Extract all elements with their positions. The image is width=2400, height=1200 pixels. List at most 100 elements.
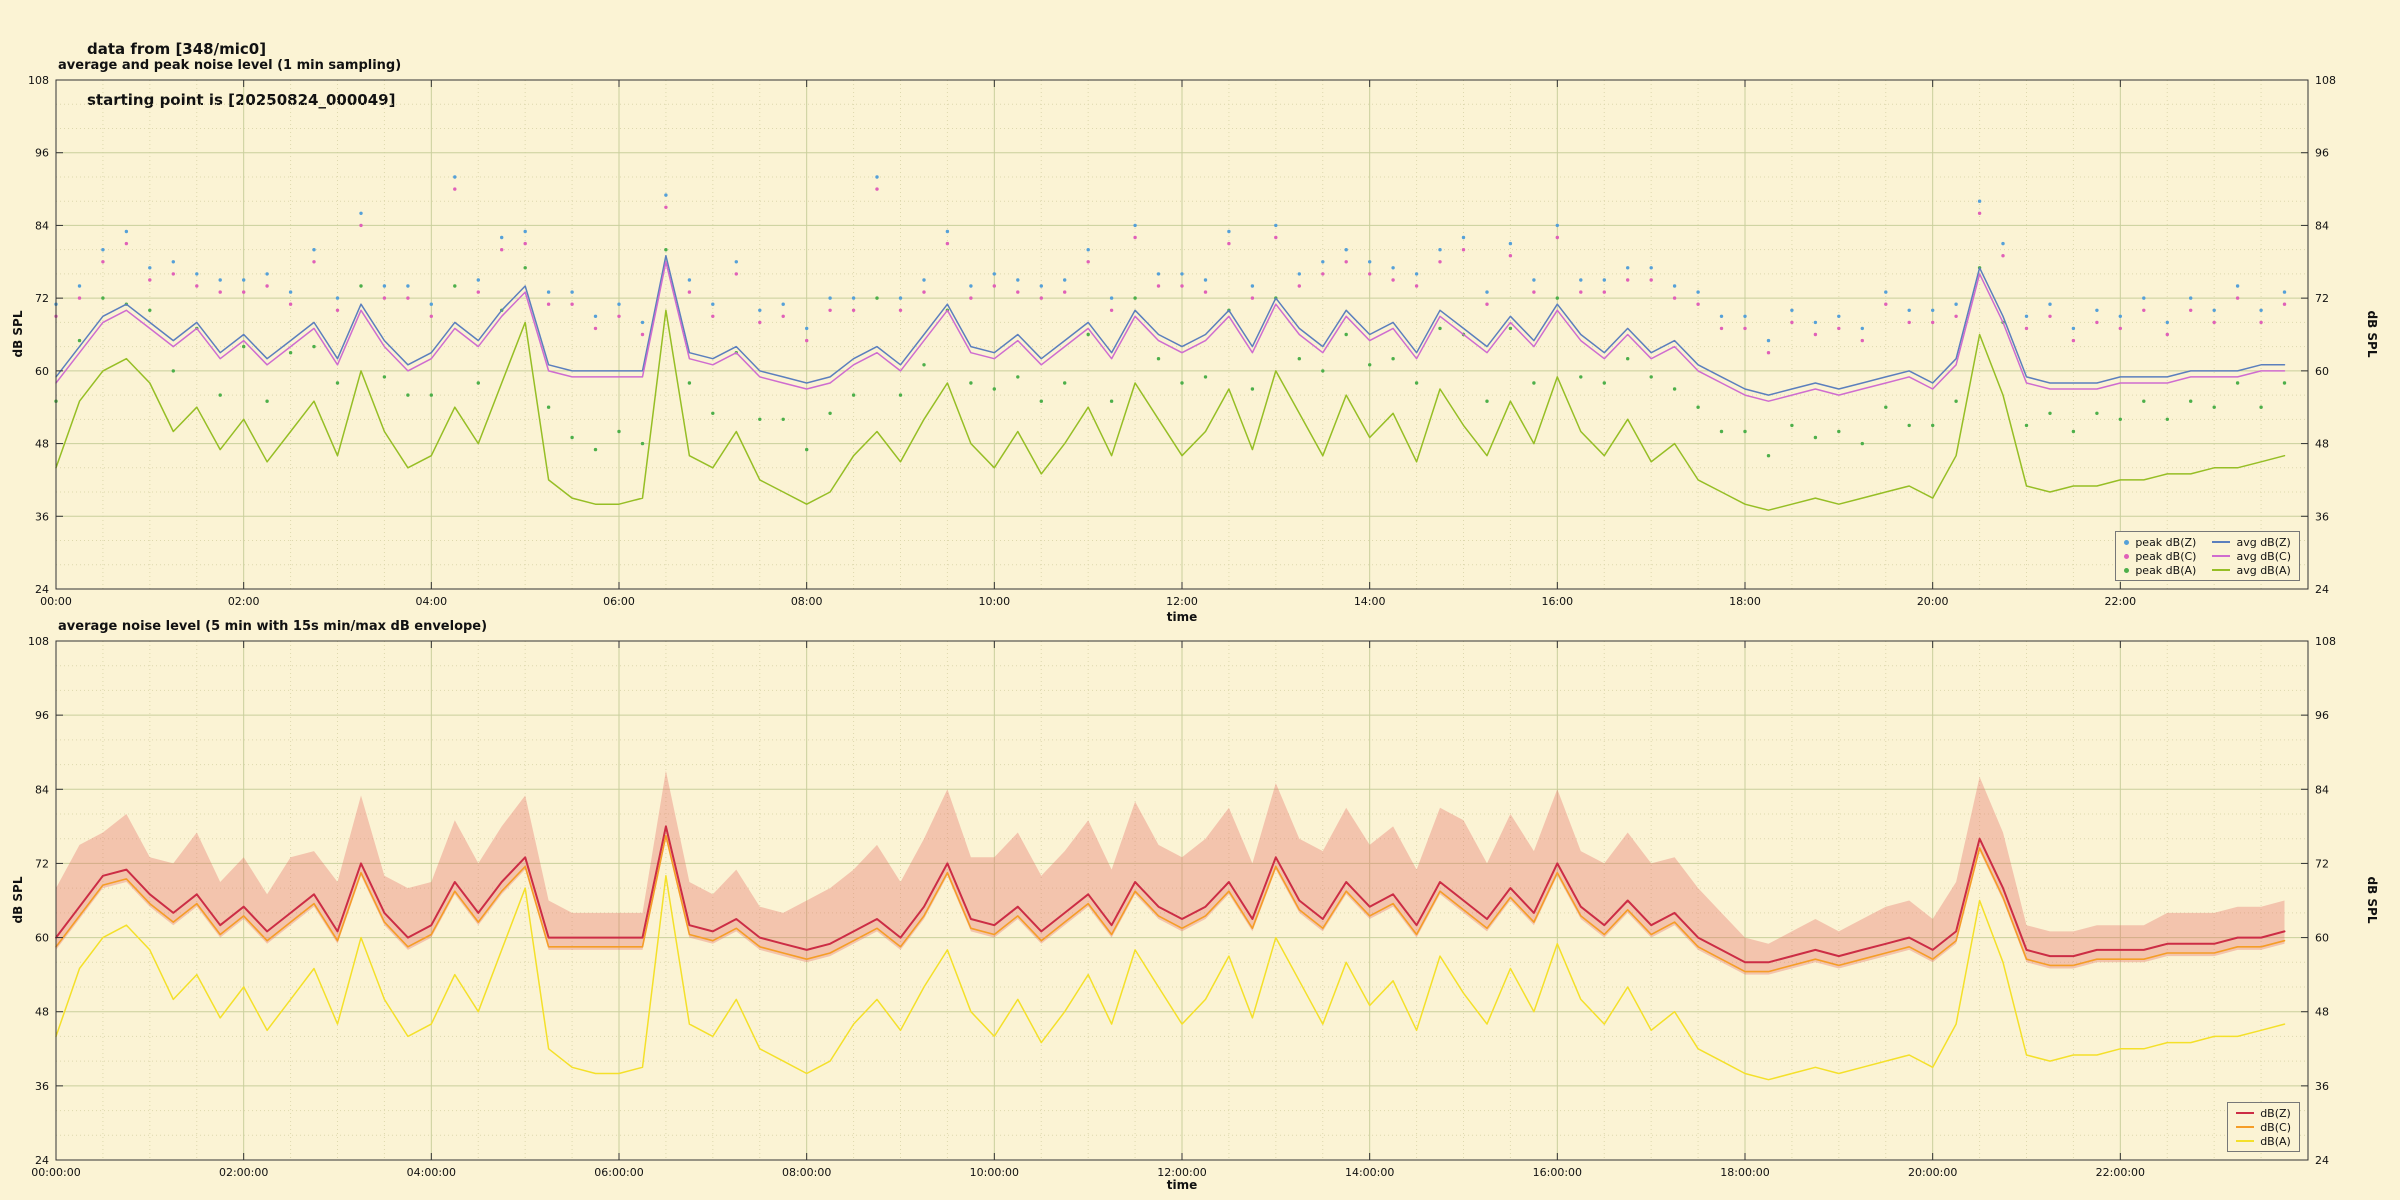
header: data from [348/mic0] starting point is […	[87, 7, 395, 126]
line-marker-icon	[2236, 1112, 2255, 1114]
xtick-label: 02:00:00	[219, 1166, 268, 1179]
y2tick-label: 84	[2315, 219, 2329, 232]
y2tick-label: 36	[2315, 1080, 2329, 1093]
legend-column: avg dB(Z) avg dB(C) avg dB(A)	[2212, 535, 2291, 577]
xtick-label: 16:00	[1541, 595, 1573, 608]
xtick-label: 10:00	[978, 595, 1010, 608]
line-marker-icon	[2212, 555, 2231, 557]
ytick-label: 84	[35, 219, 49, 232]
series-db-z-	[55, 825, 2286, 964]
legend-label: dB(A)	[2260, 1134, 2291, 1148]
chart1-legend: peak dB(Z) peak dB(C) peak dB(A) avg dB(Z) a…	[2115, 531, 2300, 581]
xtick-label: 10:00:00	[970, 1166, 1019, 1179]
legend-item: dB(Z)	[2236, 1106, 2291, 1120]
ytick-label: 96	[35, 147, 49, 160]
series-db-c-	[55, 834, 2286, 973]
chart2-legend: dB(Z) dB(C) dB(A)	[2227, 1102, 2300, 1152]
chart1-y2label: dB SPL	[2365, 310, 2379, 358]
xtick-label: 18:00	[1729, 595, 1761, 608]
legend-label: peak dB(Z)	[2135, 535, 2197, 549]
legend-item: dB(A)	[2236, 1134, 2291, 1148]
line-marker-icon	[2236, 1140, 2255, 1142]
header-line1: data from [348/mic0]	[87, 40, 267, 58]
series-peak-db-a-	[54, 248, 2287, 458]
legend-label: avg dB(Z)	[2236, 535, 2291, 549]
xtick-label: 00:00:00	[31, 1166, 80, 1179]
xtick-label: 06:00:00	[594, 1166, 643, 1179]
legend-item: peak dB(C)	[2124, 549, 2196, 563]
ytick-label: 36	[35, 510, 49, 523]
xtick-label: 04:00:00	[407, 1166, 456, 1179]
xtick-label: 14:00	[1354, 595, 1386, 608]
ytick-label: 48	[35, 438, 49, 451]
xtick-label: 18:00:00	[1720, 1166, 1769, 1179]
y2tick-label: 72	[2315, 292, 2329, 305]
ytick-label: 60	[35, 365, 49, 378]
series-avg-db-c-	[55, 261, 2286, 402]
y2tick-label: 48	[2315, 438, 2329, 451]
y2tick-label: 108	[2315, 635, 2336, 648]
chart-1: 24 24 36 36 48 48 60 60 72 72 84 84 96 96 108 108 00:00 0…	[28, 74, 2336, 608]
xtick-label: 08:00	[791, 595, 823, 608]
y2tick-label: 108	[2315, 74, 2336, 87]
dot-marker-icon	[2124, 539, 2130, 545]
chart2-xlabel: time	[1166, 1178, 1198, 1192]
xtick-label: 12:00	[1166, 595, 1198, 608]
y2tick-label: 24	[2315, 583, 2329, 596]
ytick-label: 108	[28, 635, 49, 648]
header-line2: starting point is [20250824_000049]	[87, 91, 396, 109]
series-db-a-	[55, 875, 2286, 1081]
y2tick-label: 36	[2315, 510, 2329, 523]
legend-item: peak dB(Z)	[2124, 535, 2196, 549]
ytick-label: 36	[35, 1080, 49, 1093]
y2tick-label: 48	[2315, 1006, 2329, 1019]
ytick-label: 24	[35, 1154, 49, 1167]
xtick-label: 20:00:00	[1908, 1166, 1957, 1179]
xtick-label: 00:00	[40, 595, 72, 608]
legend-item: avg dB(Z)	[2212, 535, 2291, 549]
ytick-label: 96	[35, 709, 49, 722]
y2tick-label: 24	[2315, 1154, 2329, 1167]
legend-item: avg dB(A)	[2212, 563, 2291, 577]
chart2-ylabel: dB SPL	[11, 876, 25, 924]
series-avg-db-a-	[55, 309, 2286, 511]
series-peak-db-z-	[54, 175, 2287, 343]
xtick-label: 06:00	[603, 595, 635, 608]
xtick-label: 04:00	[415, 595, 447, 608]
chart2-y2label: dB SPL	[2365, 876, 2379, 924]
ytick-label: 24	[35, 583, 49, 596]
xtick-label: 08:00:00	[782, 1166, 831, 1179]
legend-label: avg dB(C)	[2236, 549, 2291, 563]
legend-item: avg dB(C)	[2212, 549, 2291, 563]
line-marker-icon	[2212, 541, 2231, 543]
xtick-label: 22:00	[2104, 595, 2136, 608]
series-avg-db-z-	[55, 254, 2286, 396]
xtick-label: 12:00:00	[1157, 1166, 1206, 1179]
legend-label: dB(C)	[2260, 1120, 2291, 1134]
ytick-label: 60	[35, 932, 49, 945]
xtick-label: 20:00	[1917, 595, 1949, 608]
legend-item: dB(C)	[2236, 1120, 2291, 1134]
line-marker-icon	[2212, 569, 2231, 571]
chart2-title: average noise level (5 min with 15s min/…	[58, 619, 488, 634]
y2tick-label: 60	[2315, 932, 2329, 945]
chart1-ylabel: dB SPL	[11, 310, 25, 358]
y2tick-label: 84	[2315, 783, 2329, 796]
y2tick-label: 96	[2315, 147, 2329, 160]
xtick-label: 14:00:00	[1345, 1166, 1394, 1179]
legend-label: peak dB(C)	[2135, 549, 2197, 563]
ytick-label: 72	[35, 292, 49, 305]
ytick-label: 48	[35, 1006, 49, 1019]
legend-label: dB(Z)	[2260, 1106, 2291, 1120]
envelope-band	[56, 770, 2285, 975]
chart-2: 24 24 36 36 48 48 60 60 72 72 84 84 96 96 108 108 00:00:…	[28, 635, 2336, 1179]
legend-column: dB(Z) dB(C) dB(A)	[2236, 1106, 2291, 1148]
xtick-label: 22:00:00	[2096, 1166, 2145, 1179]
y2tick-label: 60	[2315, 365, 2329, 378]
ytick-label: 84	[35, 783, 49, 796]
y2tick-label: 96	[2315, 709, 2329, 722]
chart1-title: average and peak noise level (1 min samp…	[58, 58, 402, 73]
legend-column: peak dB(Z) peak dB(C) peak dB(A)	[2124, 535, 2196, 577]
